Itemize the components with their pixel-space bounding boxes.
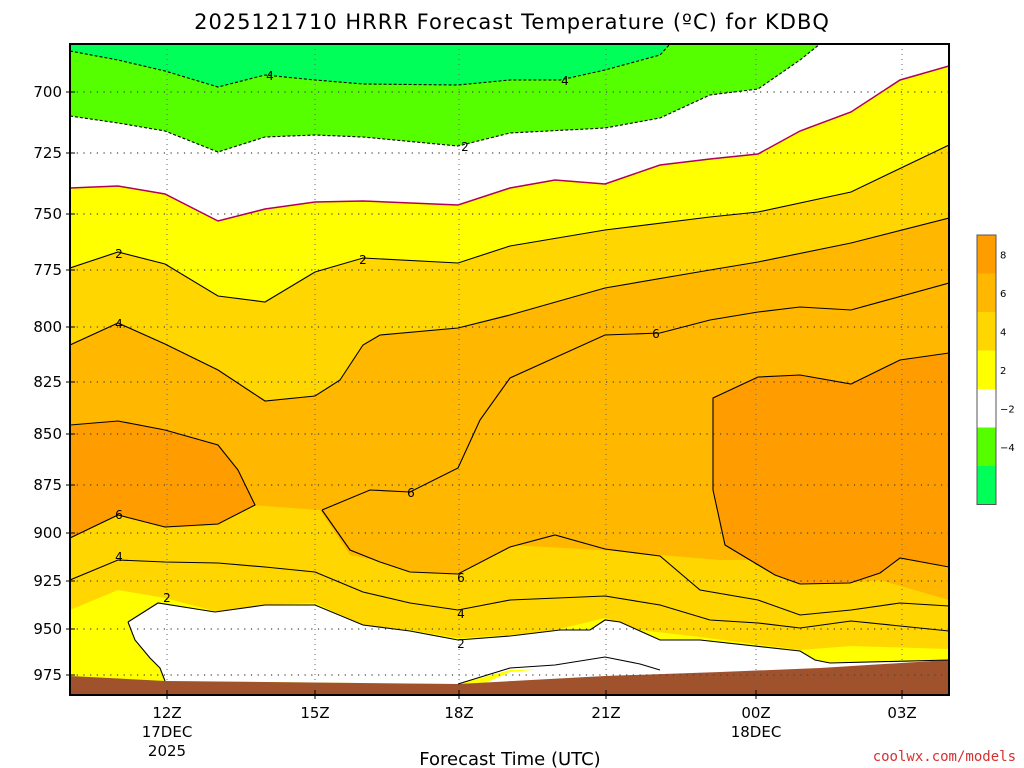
contour-label: 4 [115, 317, 123, 331]
y-axis: 700 725 750 775 800 825 850 875 900 925 950 975 [33, 83, 75, 684]
chart-title: 2025121710 HRRR Forecast Temperature (ºC… [194, 10, 830, 34]
y-tick-label: 825 [33, 373, 62, 391]
colorbar-swatch [977, 235, 996, 274]
contour-label: 6 [457, 571, 465, 585]
x-tick-label: 00Z [741, 704, 770, 722]
y-tick-label: 700 [33, 83, 62, 101]
contour-label-group: 4 4 2 2 2 4 6 6 6 6 4 4 2 2 [115, 69, 660, 651]
contour-label: 2 [359, 253, 367, 267]
contour-fill-layer [70, 44, 949, 695]
contour-lines [70, 44, 949, 685]
colorbar-swatch [977, 312, 996, 351]
y-tick-label: 725 [33, 144, 62, 162]
contour-label: 4 [561, 74, 569, 88]
contour-6-upper [321, 282, 949, 511]
y-tick-label: 800 [33, 318, 62, 336]
band-warm8 [713, 353, 949, 584]
y-tick-label: 750 [33, 205, 62, 223]
contour-label: 2 [457, 637, 465, 651]
credit-text: coolwx.com/models [873, 749, 1016, 765]
contour-8 [712, 352, 949, 585]
colorbar-swatch [977, 466, 996, 505]
contour-label: 6 [115, 508, 123, 522]
colorbar-label: 2 [1000, 366, 1006, 377]
contour-minus2 [70, 44, 821, 153]
contour-minus4 [70, 44, 671, 88]
colorbar-label: 8 [1000, 250, 1006, 261]
y-tick-label: 775 [33, 261, 62, 279]
contour-4-lower [70, 559, 949, 632]
colorbar-swatch [977, 350, 996, 389]
x-tick-label: 15Z [300, 704, 329, 722]
contour-2-upper [70, 144, 949, 303]
band-warm8-left [70, 421, 255, 538]
colorbar-label: −4 [1000, 443, 1015, 454]
colorbar-frame [976, 234, 997, 505]
contour-2-lower [127, 602, 949, 664]
contour-6-left [70, 420, 256, 539]
contour-2-left [127, 621, 166, 682]
x-tick-label: 18Z [444, 704, 473, 722]
contour-label: 4 [457, 607, 465, 621]
contour-zero [70, 65, 949, 222]
x-tick-year: 2025 [148, 742, 186, 760]
contour-label: 4 [115, 550, 123, 564]
x-tick-label: 03Z [887, 704, 916, 722]
y-tick-label: 875 [33, 476, 62, 494]
y-tick-label: 975 [33, 666, 62, 684]
colorbar: 8 6 4 2 −2 −4 [976, 234, 1015, 505]
colorbar-label: −2 [1000, 404, 1015, 415]
colorbar-swatch [977, 389, 996, 428]
x-tick-label: 12Z [152, 704, 181, 722]
plot-frame [69, 43, 950, 696]
x-tick-date: 18DEC [731, 723, 782, 741]
band-cold4 [70, 44, 670, 87]
x-axis-label: Forecast Time (UTC) [419, 749, 600, 768]
x-tick-label: 21Z [591, 704, 620, 722]
contour-2-surface [457, 656, 661, 685]
ground-surface [70, 660, 949, 695]
colorbar-swatch [977, 427, 996, 466]
y-tick-label: 925 [33, 572, 62, 590]
y-tick-label: 950 [33, 620, 62, 638]
colorbar-swatch [977, 273, 996, 312]
contour-label: 4 [266, 69, 274, 83]
contour-label: 6 [407, 486, 415, 500]
colorbar-label: 4 [1000, 327, 1006, 338]
contour-label: 2 [461, 140, 469, 154]
contour-4-upper [70, 217, 949, 402]
contour-label: 6 [652, 327, 660, 341]
y-tick-label: 850 [33, 425, 62, 443]
grid-lines [70, 44, 949, 695]
y-tick-label: 900 [33, 524, 62, 542]
colorbar-label: 6 [1000, 289, 1006, 300]
contour-label: 2 [115, 247, 123, 261]
contour-label: 2 [163, 591, 171, 605]
contour-6-lower [321, 509, 949, 616]
x-tick-date: 17DEC [142, 723, 193, 741]
